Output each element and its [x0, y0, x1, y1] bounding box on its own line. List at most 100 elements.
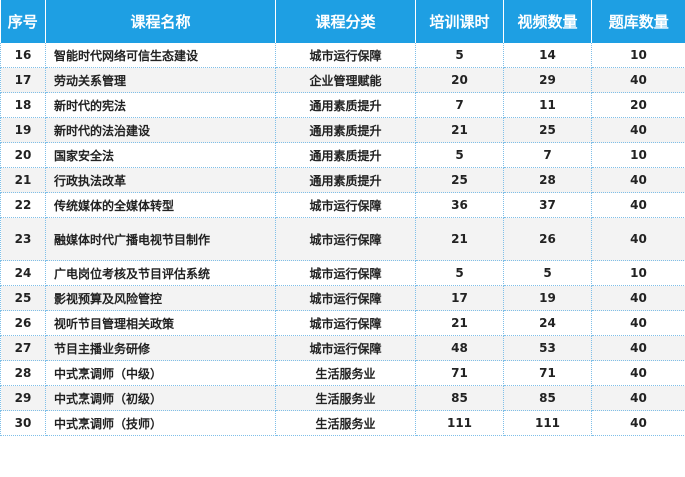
course-table: 序号 课程名称 课程分类 培训课时 视频数量 题库数量 16 智能时代网络可信生态… — [0, 0, 685, 436]
table-header-row: 序号 课程名称 课程分类 培训课时 视频数量 题库数量 — [0, 0, 685, 43]
cell-question-count: 10 — [591, 43, 685, 68]
cell-course-name: 新时代的宪法 — [45, 92, 276, 118]
cell-course-name: 传统媒体的全媒体转型 — [45, 192, 276, 218]
table-row: 25 影视预算及风险管控 城市运行保障 17 19 40 — [0, 285, 685, 311]
cell-training-hours: 7 — [415, 92, 504, 118]
cell-seq: 26 — [0, 310, 46, 336]
cell-video-count: 26 — [503, 217, 592, 261]
cell-video-count: 24 — [503, 310, 592, 336]
cell-seq: 20 — [0, 142, 46, 168]
cell-course-category: 企业管理赋能 — [275, 67, 416, 93]
cell-video-count: 111 — [503, 410, 592, 436]
cell-seq: 16 — [0, 43, 46, 68]
cell-question-count: 40 — [591, 385, 685, 411]
cell-course-category: 通用素质提升 — [275, 117, 416, 143]
cell-video-count: 28 — [503, 167, 592, 193]
cell-question-count: 10 — [591, 260, 685, 286]
header-video-count: 视频数量 — [503, 0, 592, 43]
cell-course-name: 智能时代网络可信生态建设 — [45, 43, 276, 68]
cell-question-count: 40 — [591, 117, 685, 143]
cell-training-hours: 21 — [415, 310, 504, 336]
table-row: 16 智能时代网络可信生态建设 城市运行保障 5 14 10 — [0, 43, 685, 68]
cell-course-name: 影视预算及风险管控 — [45, 285, 276, 311]
table-row: 22 传统媒体的全媒体转型 城市运行保障 36 37 40 — [0, 192, 685, 218]
cell-seq: 17 — [0, 67, 46, 93]
table-row: 23 融媒体时代广播电视节目制作 城市运行保障 21 26 40 — [0, 217, 685, 261]
table-row: 24 广电岗位考核及节目评估系统 城市运行保障 5 5 10 — [0, 260, 685, 286]
cell-question-count: 10 — [591, 142, 685, 168]
cell-video-count: 71 — [503, 360, 592, 386]
cell-question-count: 20 — [591, 92, 685, 118]
header-seq: 序号 — [0, 0, 46, 43]
cell-course-name: 视听节目管理相关政策 — [45, 310, 276, 336]
cell-course-name: 节目主播业务研修 — [45, 335, 276, 361]
cell-training-hours: 25 — [415, 167, 504, 193]
cell-training-hours: 5 — [415, 260, 504, 286]
cell-training-hours: 48 — [415, 335, 504, 361]
cell-video-count: 5 — [503, 260, 592, 286]
cell-video-count: 19 — [503, 285, 592, 311]
table-row: 27 节目主播业务研修 城市运行保障 48 53 40 — [0, 335, 685, 361]
cell-question-count: 40 — [591, 167, 685, 193]
cell-training-hours: 36 — [415, 192, 504, 218]
cell-seq: 27 — [0, 335, 46, 361]
cell-training-hours: 71 — [415, 360, 504, 386]
cell-question-count: 40 — [591, 67, 685, 93]
cell-question-count: 40 — [591, 285, 685, 311]
cell-video-count: 85 — [503, 385, 592, 411]
table-row: 21 行政执法改革 通用素质提升 25 28 40 — [0, 167, 685, 193]
cell-seq: 29 — [0, 385, 46, 411]
cell-course-category: 生活服务业 — [275, 410, 416, 436]
cell-question-count: 40 — [591, 410, 685, 436]
cell-question-count: 40 — [591, 335, 685, 361]
cell-course-name: 中式烹调师（初级） — [45, 385, 276, 411]
cell-training-hours: 20 — [415, 67, 504, 93]
cell-course-category: 城市运行保障 — [275, 285, 416, 311]
cell-course-category: 通用素质提升 — [275, 92, 416, 118]
table-row: 19 新时代的法治建设 通用素质提升 21 25 40 — [0, 117, 685, 143]
header-course-category: 课程分类 — [275, 0, 416, 43]
cell-course-category: 城市运行保障 — [275, 43, 416, 68]
cell-video-count: 25 — [503, 117, 592, 143]
cell-seq: 19 — [0, 117, 46, 143]
cell-training-hours: 85 — [415, 385, 504, 411]
cell-seq: 21 — [0, 167, 46, 193]
header-course-name: 课程名称 — [45, 0, 276, 43]
cell-course-name: 新时代的法治建设 — [45, 117, 276, 143]
cell-seq: 30 — [0, 410, 46, 436]
cell-course-category: 通用素质提升 — [275, 167, 416, 193]
cell-course-category: 城市运行保障 — [275, 310, 416, 336]
cell-training-hours: 21 — [415, 217, 504, 261]
table-row: 17 劳动关系管理 企业管理赋能 20 29 40 — [0, 67, 685, 93]
cell-video-count: 14 — [503, 43, 592, 68]
cell-seq: 23 — [0, 217, 46, 261]
cell-course-name: 融媒体时代广播电视节目制作 — [45, 217, 276, 261]
cell-course-category: 城市运行保障 — [275, 335, 416, 361]
cell-training-hours: 5 — [415, 142, 504, 168]
cell-question-count: 40 — [591, 360, 685, 386]
header-training-hours: 培训课时 — [415, 0, 504, 43]
cell-video-count: 29 — [503, 67, 592, 93]
header-question-count: 题库数量 — [591, 0, 685, 43]
table-row: 26 视听节目管理相关政策 城市运行保障 21 24 40 — [0, 310, 685, 336]
cell-video-count: 11 — [503, 92, 592, 118]
cell-course-name: 中式烹调师（中级） — [45, 360, 276, 386]
cell-video-count: 7 — [503, 142, 592, 168]
cell-training-hours: 17 — [415, 285, 504, 311]
cell-course-category: 通用素质提升 — [275, 142, 416, 168]
cell-seq: 28 — [0, 360, 46, 386]
cell-course-name: 行政执法改革 — [45, 167, 276, 193]
cell-training-hours: 21 — [415, 117, 504, 143]
cell-question-count: 40 — [591, 217, 685, 261]
cell-training-hours: 111 — [415, 410, 504, 436]
cell-course-name: 中式烹调师（技师） — [45, 410, 276, 436]
cell-course-category: 城市运行保障 — [275, 217, 416, 261]
cell-course-category: 生活服务业 — [275, 360, 416, 386]
cell-question-count: 40 — [591, 310, 685, 336]
table-row: 29 中式烹调师（初级） 生活服务业 85 85 40 — [0, 385, 685, 411]
cell-video-count: 53 — [503, 335, 592, 361]
cell-seq: 22 — [0, 192, 46, 218]
cell-seq: 25 — [0, 285, 46, 311]
cell-course-category: 城市运行保障 — [275, 192, 416, 218]
cell-seq: 18 — [0, 92, 46, 118]
